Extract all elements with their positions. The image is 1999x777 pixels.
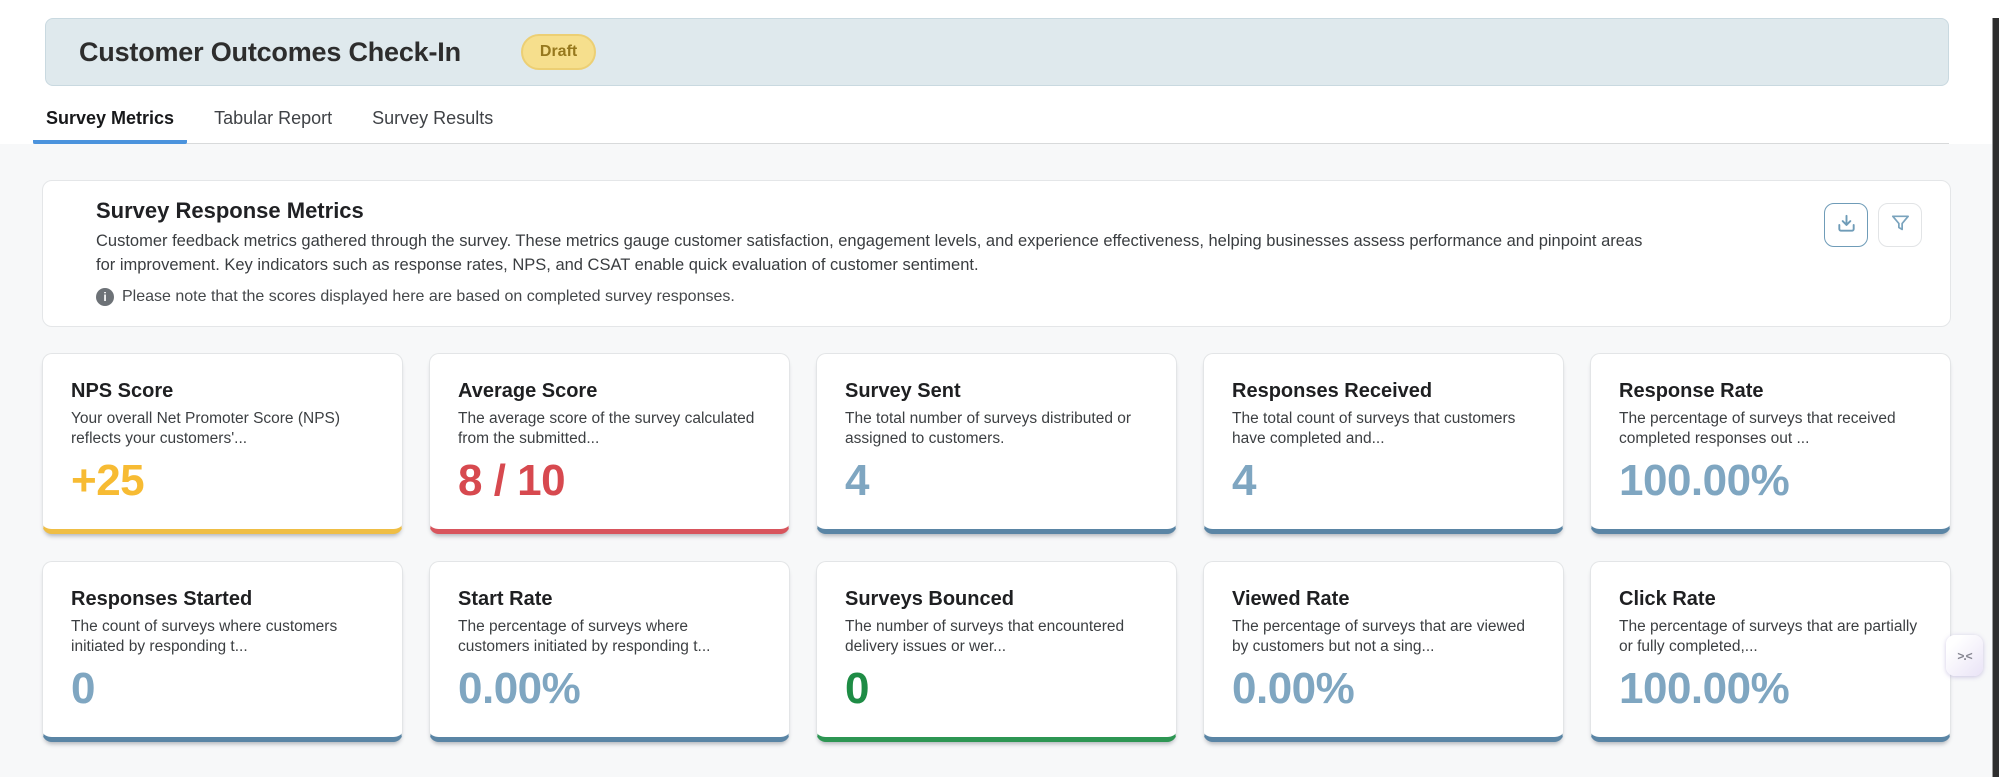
metric-title: Response Rate xyxy=(1619,380,1924,403)
page-header: Customer Outcomes Check-In Draft xyxy=(45,18,1949,86)
metric-title: Click Rate xyxy=(1619,588,1924,611)
metric-title: Surveys Bounced xyxy=(845,588,1150,611)
metric-title: Average Score xyxy=(458,380,763,403)
metric-card: Start Rate The percentage of surveys wher… xyxy=(429,561,790,742)
metric-description: The percentage of surveys that are viewe… xyxy=(1232,617,1537,657)
assistant-widget-button[interactable]: >.< xyxy=(1946,635,1983,676)
metric-value: +25 xyxy=(71,456,376,506)
section-note-text: Please note that the scores displayed he… xyxy=(122,288,735,306)
metric-cards-grid: NPS Score Your overall Net Promoter Score… xyxy=(42,353,1951,742)
metric-value: 0.00% xyxy=(458,664,763,714)
metric-card: Survey Sent The total number of surveys d… xyxy=(816,353,1177,534)
info-icon: i xyxy=(96,288,114,306)
metric-description: The percentage of surveys where customer… xyxy=(458,617,763,657)
filter-icon xyxy=(1889,212,1912,238)
metric-description: The total count of surveys that customer… xyxy=(1232,409,1537,449)
metric-card: Response Rate The percentage of surveys t… xyxy=(1590,353,1951,534)
metric-title: NPS Score xyxy=(71,380,376,403)
metric-card: NPS Score Your overall Net Promoter Score… xyxy=(42,353,403,534)
metric-description: The total number of surveys distributed … xyxy=(845,409,1150,449)
metric-title: Responses Received xyxy=(1232,380,1537,403)
metric-card: Viewed Rate The percentage of surveys tha… xyxy=(1203,561,1564,742)
metric-card: Surveys Bounced The number of surveys tha… xyxy=(816,561,1177,742)
metric-description: The number of surveys that encountered d… xyxy=(845,617,1150,657)
panel-actions xyxy=(1824,203,1922,247)
tab-tabular-report[interactable]: Tabular Report xyxy=(201,94,345,144)
metric-card: Responses Received The total count of sur… xyxy=(1203,353,1564,534)
metric-description: The count of surveys where customers ini… xyxy=(71,617,376,657)
metric-title: Viewed Rate xyxy=(1232,588,1537,611)
filter-button[interactable] xyxy=(1878,203,1922,247)
tab-survey-results[interactable]: Survey Results xyxy=(359,94,506,144)
metric-title: Start Rate xyxy=(458,588,763,611)
metric-title: Responses Started xyxy=(71,588,376,611)
metric-value: 100.00% xyxy=(1619,456,1924,506)
metric-description: The average score of the survey calculat… xyxy=(458,409,763,449)
content-area: Survey Response Metrics Customer feedbac… xyxy=(0,144,1999,777)
metric-description: The percentage of surveys that are parti… xyxy=(1619,617,1924,657)
metric-description: The percentage of surveys that received … xyxy=(1619,409,1924,449)
metric-value: 4 xyxy=(1232,456,1537,506)
metric-value: 4 xyxy=(845,456,1150,506)
section-description: Customer feedback metrics gathered throu… xyxy=(96,229,1656,277)
metric-card: Click Rate The percentage of surveys that… xyxy=(1590,561,1951,742)
metric-card: Average Score The average score of the su… xyxy=(429,353,790,534)
screen-edge xyxy=(1992,18,1999,777)
tab-bar: Survey Metrics Tabular Report Survey Resul… xyxy=(33,86,1949,144)
metric-value: 0.00% xyxy=(1232,664,1537,714)
tab-survey-metrics[interactable]: Survey Metrics xyxy=(33,94,187,144)
section-title: Survey Response Metrics xyxy=(96,198,1750,224)
section-note: i Please note that the scores displayed … xyxy=(96,288,1750,306)
page-title: Customer Outcomes Check-In xyxy=(79,37,461,68)
download-button[interactable] xyxy=(1824,203,1868,247)
metric-title: Survey Sent xyxy=(845,380,1150,403)
survey-response-metrics-panel: Survey Response Metrics Customer feedbac… xyxy=(42,180,1951,327)
metric-value: 0 xyxy=(71,664,376,714)
metric-description: Your overall Net Promoter Score (NPS) re… xyxy=(71,409,376,449)
metric-value: 0 xyxy=(845,664,1150,714)
metric-value: 8 / 10 xyxy=(458,456,763,506)
metric-card: Responses Started The count of surveys wh… xyxy=(42,561,403,742)
download-icon xyxy=(1835,212,1858,238)
metric-value: 100.00% xyxy=(1619,664,1924,714)
status-badge: Draft xyxy=(521,34,596,70)
